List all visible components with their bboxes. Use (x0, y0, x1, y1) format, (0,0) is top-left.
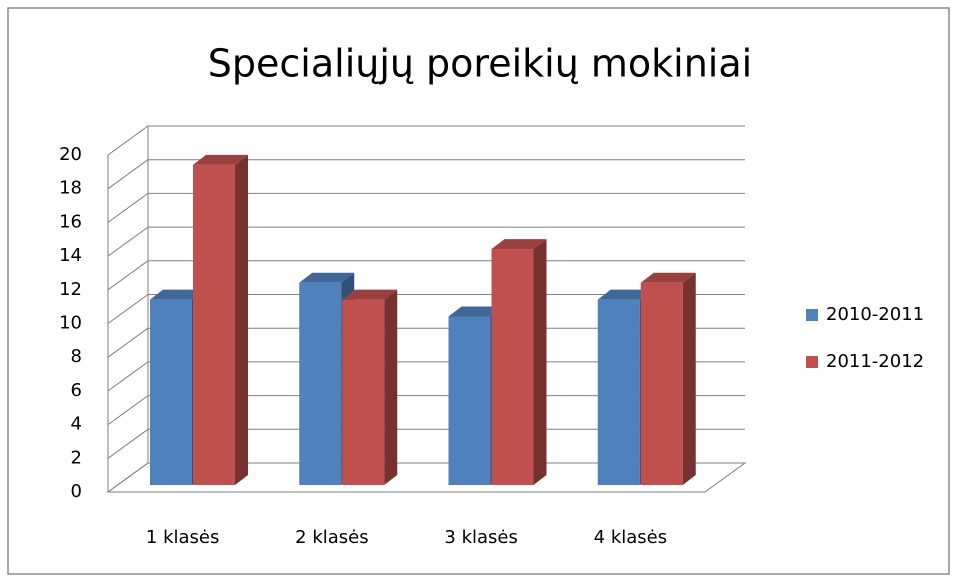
y-tick-label: 14 (59, 245, 82, 266)
bar-side (235, 154, 248, 485)
grid-line (107, 260, 149, 291)
y-tick-label: 20 (59, 144, 82, 165)
legend-label: 2011-2012 (826, 351, 924, 372)
grid-line (107, 361, 149, 392)
y-tick-label: 10 (59, 313, 82, 334)
y-tick-label: 2 (71, 447, 82, 468)
grid-line (107, 462, 149, 493)
bar (640, 282, 683, 485)
x-tick-label: 2 klasės (295, 527, 368, 548)
bar-top (597, 289, 653, 300)
legend-label: 2010-2011 (826, 304, 924, 325)
legend-swatch (806, 309, 818, 321)
bar-top (299, 272, 355, 283)
bar-top (342, 289, 398, 300)
bar-top (448, 306, 504, 317)
bar (597, 299, 640, 485)
grid-line (107, 327, 149, 358)
grid-line (107, 428, 149, 459)
bar (342, 299, 385, 485)
grid-line (107, 159, 149, 190)
y-tick-label: 4 (71, 414, 82, 435)
bar-top (150, 289, 205, 300)
bar-top (640, 272, 696, 283)
bar-side (533, 239, 547, 485)
x-tick-label: 3 klasės (444, 527, 517, 548)
grid-line (107, 192, 149, 223)
y-tick-label: 18 (59, 178, 82, 199)
chart-border (7, 7, 950, 575)
bar-top (491, 239, 547, 250)
grid-line (107, 125, 149, 156)
bar (299, 282, 342, 485)
bar-side (384, 289, 398, 485)
bar (150, 299, 192, 485)
y-tick-label: 16 (59, 211, 82, 232)
grid-line (107, 226, 149, 257)
x-tick-label: 1 klasės (146, 527, 219, 548)
grid-line (107, 395, 149, 426)
bar-side (682, 272, 696, 485)
grid-line (107, 294, 149, 324)
y-tick-label: 8 (71, 346, 82, 367)
bar (193, 164, 235, 485)
y-tick-label: 6 (71, 380, 82, 401)
chart-title: Specialiųjų poreikių mokiniai (208, 42, 752, 86)
y-tick-label: 12 (59, 279, 82, 300)
bar-top (193, 154, 248, 165)
y-tick-label: 0 (71, 481, 82, 502)
bar (448, 316, 491, 485)
legend-swatch (806, 356, 818, 368)
bar (491, 249, 534, 485)
x-tick-label: 4 klasės (594, 527, 667, 548)
